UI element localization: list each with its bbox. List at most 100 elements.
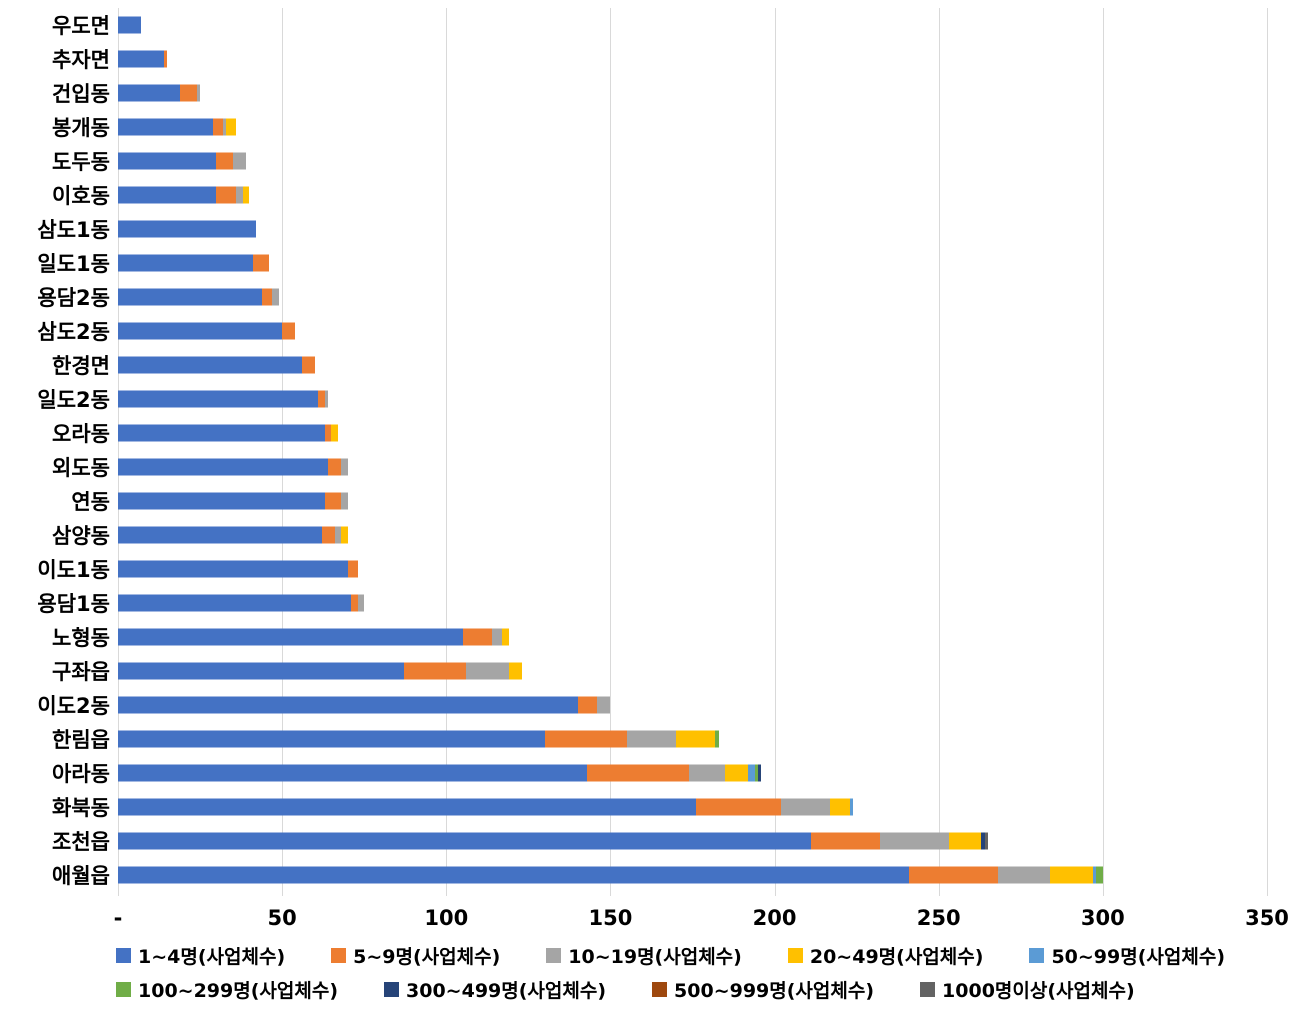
- x-tick-label: 100: [424, 906, 469, 930]
- bar-segment: [262, 288, 273, 306]
- bar-segment: [180, 84, 197, 102]
- bar-segment: [997, 866, 1051, 884]
- stacked-bar: [118, 662, 1267, 680]
- bar-row: 애월읍: [0, 858, 1307, 892]
- bar-track: [118, 450, 1267, 484]
- bar-segment: [118, 322, 283, 340]
- bar-track: [118, 348, 1267, 382]
- bar-segment: [196, 84, 201, 102]
- x-tick-label: 150: [588, 906, 633, 930]
- bar-track: [118, 824, 1267, 858]
- legend-item: 1000명이상(사업체수): [920, 976, 1135, 1003]
- gridline: [1267, 8, 1268, 896]
- bar-track: [118, 246, 1267, 280]
- bar-segment: [118, 628, 463, 646]
- bar-track: [118, 858, 1267, 892]
- bar-row: 조천읍: [0, 824, 1307, 858]
- category-label: 조천읍: [52, 830, 110, 854]
- bar-segment: [948, 832, 982, 850]
- bar-segment: [232, 152, 247, 170]
- x-tick-label: 300: [1080, 906, 1125, 930]
- bar-segment: [118, 730, 545, 748]
- bar-segment: [587, 764, 690, 782]
- legend-label: 1~4명(사업체수): [138, 945, 286, 968]
- x-axis: - 50 100 150 200 250 300 350: [114, 892, 1289, 938]
- gridline: [1102, 8, 1104, 896]
- bar-track: [118, 790, 1267, 824]
- category-label: 봉개동: [52, 116, 110, 140]
- stacked-bar: [118, 254, 1267, 272]
- bar-segment: [242, 186, 250, 204]
- gridlines: [118, 8, 1268, 896]
- legend-swatch-icon: [652, 981, 668, 997]
- stacked-bar: [118, 50, 1267, 68]
- bar-segment: [118, 220, 256, 238]
- stacked-bar: [118, 322, 1267, 340]
- bar-segment: [324, 390, 329, 408]
- stacked-bar: [118, 458, 1267, 476]
- bar-segment: [544, 730, 627, 748]
- stacked-bar: [118, 560, 1267, 578]
- bar-segment: [328, 458, 342, 476]
- category-label: 한림읍: [52, 728, 110, 752]
- bar-segment: [118, 866, 910, 884]
- bar-track: [118, 416, 1267, 450]
- category-label: 용담2동: [37, 286, 110, 310]
- category-label: 용담1동: [37, 592, 110, 616]
- category-label: 이호동: [52, 184, 110, 208]
- bar-track: [118, 42, 1267, 76]
- legend: 1~4명(사업체수) 5~9명(사업체수) 10~19명(사업체수) 20~49명(사…: [116, 938, 1287, 1006]
- bar-segment: [118, 560, 348, 578]
- bar-segment: [754, 764, 759, 782]
- bar-row: 건입동: [0, 76, 1307, 110]
- bar-segment: [331, 424, 338, 442]
- bar-row: 연동: [0, 484, 1307, 518]
- stacked-bar: [118, 118, 1267, 136]
- bar-segment: [272, 288, 279, 306]
- bar-track: [118, 518, 1267, 552]
- bar-row: 이도1동: [0, 552, 1307, 586]
- bar-track: [118, 688, 1267, 722]
- bar-segment: [492, 628, 503, 646]
- gridline: [446, 8, 448, 896]
- category-label: 일도1동: [37, 252, 110, 276]
- bar-segment: [502, 628, 509, 646]
- bar-row: 삼도1동: [0, 212, 1307, 246]
- category-label: 화북동: [52, 796, 110, 820]
- bar-row: 도두동: [0, 144, 1307, 178]
- bar-segment: [748, 764, 755, 782]
- bar-segment: [781, 798, 831, 816]
- bar-segment: [118, 594, 352, 612]
- bar-segment: [236, 186, 243, 204]
- legend-label: 10~19명(사업체수): [568, 945, 742, 968]
- gridline: [282, 8, 284, 896]
- category-label: 삼양동: [52, 524, 110, 548]
- bar-track: [118, 280, 1267, 314]
- stacked-bar: [118, 220, 1267, 238]
- stacked-bar: [118, 492, 1267, 510]
- bar-row: 아라동: [0, 756, 1307, 790]
- bar-row: 용담1동: [0, 586, 1307, 620]
- plot-rows: 우도면 추자면 건입동 봉개동 도두동 이호동 삼도1동 일도1동 용담2동 삼도2동 한경면 일도2…: [0, 8, 1307, 892]
- bar-track: [118, 382, 1267, 416]
- category-label: 애월읍: [52, 864, 110, 888]
- bar-segment: [118, 696, 578, 714]
- bar-segment: [334, 526, 342, 544]
- bar-segment: [909, 866, 998, 884]
- legend-label: 500~999명(사업체수): [674, 979, 875, 1002]
- legend-swatch-icon: [116, 981, 131, 997]
- bar-row: 이도2동: [0, 688, 1307, 722]
- bar-row: 봉개동: [0, 110, 1307, 144]
- bar-segment: [689, 764, 726, 782]
- x-tick-label: 250: [916, 906, 961, 930]
- legend-swatch-icon: [787, 947, 803, 963]
- category-label: 일도2동: [37, 388, 110, 412]
- bar-segment: [341, 458, 348, 476]
- category-label: 아라동: [52, 762, 110, 786]
- bar-row: 노형동: [0, 620, 1307, 654]
- legend-item: 20~49명(사업체수): [787, 942, 983, 969]
- gridline: [938, 8, 940, 896]
- legend-item: 50~99명(사업체수): [1029, 942, 1225, 969]
- legend-row: 100~299명(사업체수) 300~499명(사업체수) 500~999명(사업체…: [116, 972, 1287, 1006]
- legend-swatch-icon: [1029, 947, 1045, 963]
